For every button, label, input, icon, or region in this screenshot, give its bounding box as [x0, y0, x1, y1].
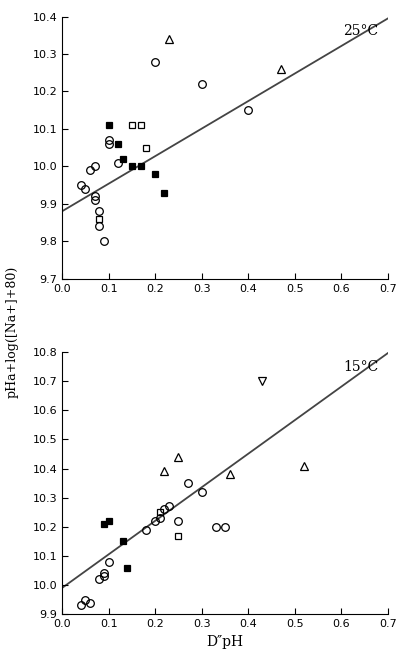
Text: 25°C: 25°C [343, 25, 378, 39]
X-axis label: D″pH: D″pH [206, 635, 244, 649]
Text: 15°C: 15°C [343, 360, 378, 374]
Text: pHa+log([Na+]+80): pHa+log([Na+]+80) [6, 266, 18, 398]
